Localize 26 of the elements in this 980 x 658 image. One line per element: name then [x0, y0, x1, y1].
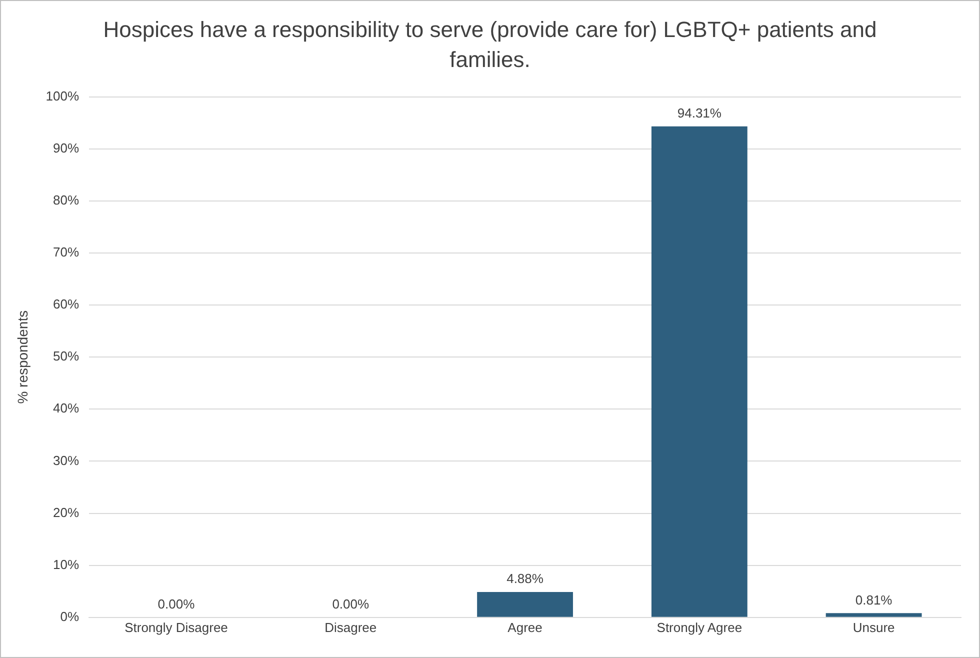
y-tick-label: 70%: [53, 244, 80, 260]
y-axis-title: % respondents: [14, 310, 30, 404]
y-tick-label: 20%: [53, 504, 80, 520]
y-tick-label: 100%: [46, 88, 80, 104]
x-tick-label: Strongly Agree: [656, 620, 742, 635]
chart-title: Hospices have a responsibility to serve (provide care for) LGBTQ+ patients and families.: [102, 16, 878, 74]
data-label: 0.81%: [855, 592, 893, 608]
y-tick-label: 30%: [53, 452, 80, 468]
data-label: 0.00%: [332, 596, 370, 612]
bar: [651, 126, 748, 617]
y-tick-label: 50%: [53, 348, 80, 364]
x-tick-label: Strongly Disagree: [124, 620, 228, 635]
data-label: 4.88%: [506, 571, 544, 586]
data-label: 94.31%: [677, 106, 722, 120]
bar: [826, 613, 922, 617]
x-tick-label: Unsure: [852, 620, 895, 635]
x-tick-label: Disagree: [324, 620, 377, 635]
y-tick-label: 90%: [53, 140, 80, 156]
y-tick-label: 60%: [53, 296, 80, 312]
y-tick-label: 0%: [60, 608, 80, 624]
y-tick-label: 80%: [53, 192, 80, 208]
y-tick-label: 10%: [53, 556, 80, 572]
data-label: 0.00%: [158, 596, 196, 612]
y-tick-label: 40%: [53, 400, 80, 416]
x-tick-label: Agree: [508, 620, 542, 635]
bar: [477, 592, 573, 617]
